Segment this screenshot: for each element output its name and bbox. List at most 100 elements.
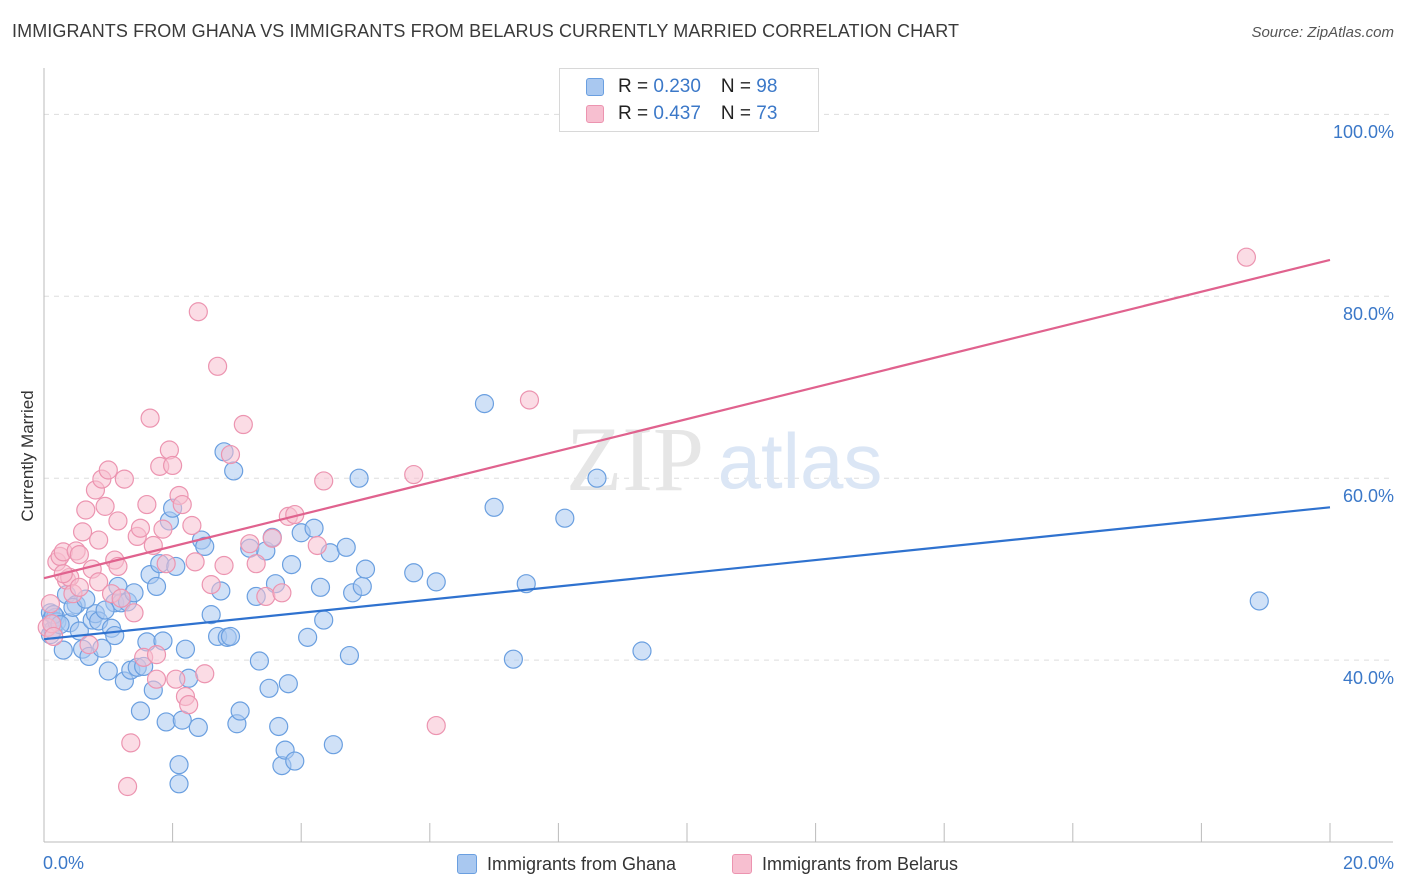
belarus-point — [146, 669, 167, 689]
ghana-point — [156, 712, 176, 732]
y-tick-label: 80.0% — [1342, 304, 1394, 325]
ghana-point — [555, 508, 575, 528]
ghana-point — [336, 537, 356, 557]
belarus-point — [519, 390, 540, 410]
ghana-point — [146, 576, 167, 597]
belarus-point — [246, 554, 266, 574]
ghana-point — [281, 554, 302, 575]
ghana-point — [95, 600, 115, 620]
belarus-point — [166, 669, 186, 689]
belarus-point — [117, 776, 138, 797]
ghana-point — [323, 735, 343, 755]
belarus-point — [137, 494, 157, 515]
ghana-point — [169, 755, 189, 775]
belarus-point — [124, 603, 144, 623]
belarus-trend-line — [43, 258, 1331, 580]
ghana-point — [285, 751, 305, 771]
bottom-legend-label: Immigrants from Ghana — [487, 853, 677, 874]
belarus-point — [233, 414, 253, 435]
belarus-point — [314, 471, 334, 491]
belarus-point — [262, 528, 282, 548]
belarus-point — [146, 645, 167, 665]
belarus-point — [214, 555, 234, 576]
ghana-point — [188, 717, 208, 738]
belarus-point — [153, 519, 173, 539]
ghana-point — [269, 716, 289, 737]
legend-r-value: 0.230 — [653, 76, 701, 97]
belarus-point — [188, 302, 208, 322]
source-label: Source: ZipAtlas.com — [1251, 24, 1394, 41]
ghana-point — [304, 518, 324, 538]
belarus-point — [172, 494, 192, 515]
belarus-point — [201, 575, 221, 595]
belarus-point — [1236, 247, 1257, 267]
belarus-swatch — [732, 854, 752, 874]
legend-n-value: 98 — [756, 76, 778, 97]
belarus-point — [195, 664, 215, 684]
ghana-point — [201, 605, 221, 625]
ghana-point — [474, 394, 495, 414]
belarus-point — [156, 554, 176, 574]
ghana-point — [130, 701, 151, 721]
belarus-point — [89, 530, 109, 550]
belarus-point — [121, 733, 141, 753]
belarus-point — [114, 469, 134, 489]
belarus-point — [98, 460, 118, 480]
bottom-legend-label: Immigrants from Belarus — [762, 853, 959, 874]
ghana-point — [298, 627, 318, 647]
belarus-point — [220, 444, 241, 465]
legend-n-label: N = — [720, 103, 757, 124]
x-tick-label-max: 20.0% — [1342, 853, 1394, 873]
belarus-point — [179, 695, 199, 715]
ghana-point — [404, 563, 424, 583]
belarus-point — [111, 588, 131, 608]
bottom-legend-ghana: Immigrants from Ghana — [457, 852, 676, 876]
legend-row-belarus: R = 0.437 N = 73 — [586, 101, 777, 127]
ghana-point — [1249, 591, 1269, 611]
trend-lines — [43, 258, 1331, 641]
y-tick-label: 100.0% — [1332, 122, 1394, 143]
y-tick-label: 60.0% — [1342, 486, 1394, 507]
legend-r-label: R = — [618, 76, 654, 97]
x-tick-label-min: 0.0% — [43, 853, 85, 873]
belarus-point — [404, 464, 424, 485]
belarus-point — [76, 500, 96, 520]
belarus-point — [79, 635, 99, 655]
ghana-point — [259, 678, 279, 698]
belarus-point — [108, 511, 128, 531]
ghana-point — [352, 576, 372, 597]
ghana-swatch — [586, 78, 604, 96]
belarus-swatch — [586, 105, 604, 123]
belarus-point — [208, 356, 228, 376]
ghana-point — [587, 468, 607, 488]
ghana-point — [230, 701, 250, 721]
belarus-point — [163, 455, 183, 476]
ghana-point — [224, 461, 244, 481]
belarus-point — [240, 534, 260, 554]
belarus-point — [72, 522, 93, 542]
ghana-point — [426, 572, 446, 592]
ghana-point — [632, 641, 652, 661]
correlation-legend: R = 0.230 N = 98 R = 0.437 N = 73 — [559, 68, 819, 132]
ghana-point — [278, 674, 298, 694]
ghana-point — [503, 649, 523, 669]
ghana-point — [98, 661, 118, 681]
axes — [43, 68, 1393, 843]
belarus-point — [130, 518, 151, 538]
ghana-point — [175, 639, 196, 659]
belarus-point — [426, 715, 446, 736]
chart-title: IMMIGRANTS FROM GHANA VS IMMIGRANTS FROM… — [12, 21, 960, 41]
watermark-zip: ZIP — [566, 408, 704, 510]
ghana-point — [355, 559, 376, 579]
gridlines — [44, 113, 1393, 661]
legend-r-value: 0.437 — [653, 103, 701, 124]
belarus-point — [182, 515, 202, 536]
y-tick-label: 40.0% — [1342, 668, 1394, 689]
watermark-atlas: atlas — [718, 417, 883, 505]
belarus-point — [256, 586, 276, 607]
ghana-point — [310, 577, 331, 597]
ghana-swatch — [457, 854, 477, 874]
ghana-point — [339, 645, 360, 666]
bottom-legend-belarus: Immigrants from Belarus — [732, 852, 958, 876]
ghana-point — [53, 640, 73, 660]
